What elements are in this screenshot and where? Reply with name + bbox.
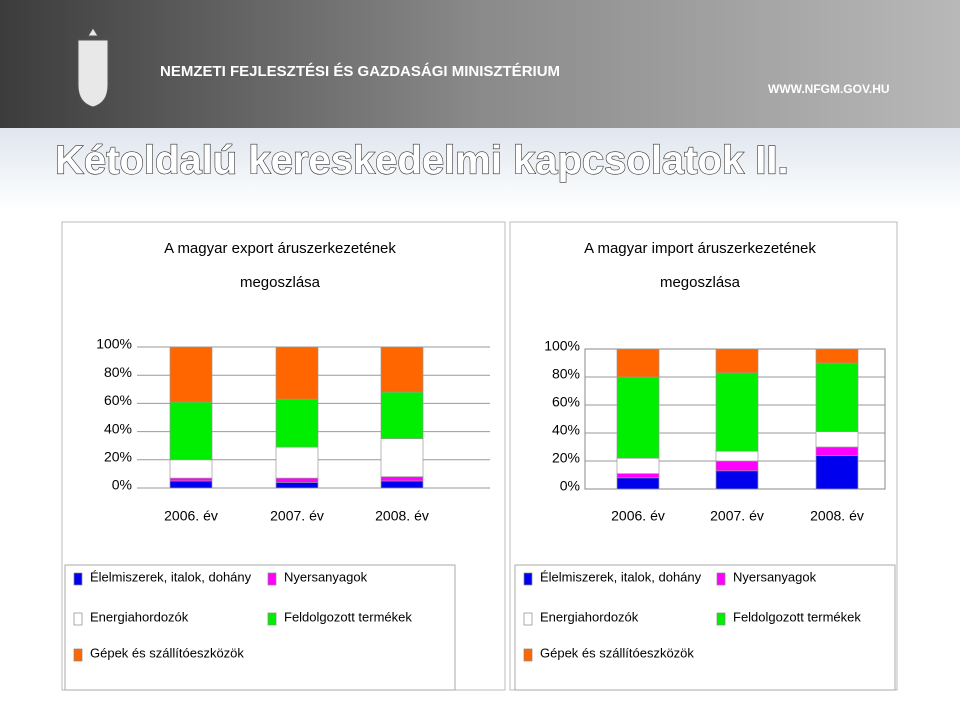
legend-marker [73, 648, 83, 662]
bar-segment [616, 473, 660, 479]
legend-label: Nyersanyagok [284, 569, 368, 584]
bar-segment [715, 460, 759, 472]
y-tick-label: 100% [96, 336, 132, 352]
y-tick-label: 20% [104, 449, 132, 465]
legend-label: Gépek és szállítóeszközök [90, 645, 244, 660]
header-band [0, 0, 960, 128]
chart-title: A magyar export áruszerkezetének megoszl… [164, 240, 396, 291]
legend-marker [716, 572, 726, 586]
legend-marker [267, 572, 277, 586]
y-tick-label: 0% [112, 477, 132, 493]
bar-segment [715, 450, 759, 462]
ministry-name: NEMZETI FEJLESZTÉSI ÉS GAZDASÁGI MINISZT… [160, 63, 560, 80]
legend-marker [523, 612, 533, 626]
legend-marker [73, 572, 83, 586]
bar-segment [815, 446, 859, 456]
x-tick-label: 2007. év [270, 508, 324, 524]
site-url: WWW.NFGM.GOV.HU [768, 82, 890, 96]
y-tick-label: 40% [552, 422, 580, 438]
y-tick-label: 40% [104, 420, 132, 436]
x-tick-label: 2008. év [375, 508, 429, 524]
bar-segment [815, 348, 859, 364]
bar-segment [616, 457, 660, 474]
legend-label: Energiahordozók [90, 609, 189, 624]
legend-marker [73, 612, 83, 626]
bar-segment [275, 446, 319, 479]
bar-segment [275, 398, 319, 448]
bar-segment [616, 376, 660, 459]
bar-segment [169, 477, 213, 482]
legend-marker [716, 612, 726, 626]
y-tick-label: 60% [552, 394, 580, 410]
legend-label: Energiahordozók [540, 609, 639, 624]
y-tick-label: 60% [104, 392, 132, 408]
x-tick-label: 2006. év [164, 508, 218, 524]
legend-label: Gépek és szállítóeszközök [540, 645, 694, 660]
legend-label: Nyersanyagok [733, 569, 817, 584]
y-tick-label: 0% [560, 478, 580, 494]
bar-segment [715, 372, 759, 452]
legend-box [64, 564, 456, 691]
legend-label: Feldolgozott termékek [284, 609, 412, 624]
bar-segment [815, 431, 859, 448]
x-tick-label: 2008. év [810, 508, 864, 524]
bar-segment [380, 438, 424, 478]
bar-segment [275, 482, 319, 489]
bar-segment [380, 480, 424, 489]
bar-segment [380, 391, 424, 439]
chart-title: A magyar import áruszerkezetének megoszl… [584, 240, 816, 291]
bar-segment [169, 346, 213, 403]
legend-marker [523, 572, 533, 586]
x-tick-label: 2007. év [710, 508, 764, 524]
legend-marker [267, 612, 277, 626]
bar-segment [815, 455, 859, 490]
bar-segment [616, 477, 660, 490]
bar-segment [275, 346, 319, 400]
bar-segment [815, 362, 859, 432]
legend-label: Élelmiszerek, italok, dohány [90, 569, 252, 584]
bar-segment [616, 348, 660, 378]
logo [77, 27, 109, 108]
legend-box [514, 564, 896, 691]
bar-segment [169, 401, 213, 461]
bar-segment [169, 480, 213, 489]
y-tick-label: 80% [552, 366, 580, 382]
legend-label: Feldolgozott termékek [733, 609, 861, 624]
x-tick-label: 2006. év [611, 508, 665, 524]
y-tick-label: 20% [552, 450, 580, 466]
title-band [0, 128, 960, 210]
bar-segment [275, 477, 319, 483]
bar-segment [380, 476, 424, 482]
y-tick-label: 80% [104, 364, 132, 380]
slide-title: Kétoldalú kereskedelmi kapcsolatok II. [55, 139, 789, 183]
legend-marker [523, 648, 533, 662]
bar-segment [380, 346, 424, 393]
bar-segment [169, 459, 213, 479]
y-tick-label: 100% [544, 338, 580, 354]
bar-segment [715, 470, 759, 490]
bar-segment [715, 348, 759, 374]
legend-label: Élelmiszerek, italok, dohány [540, 569, 702, 584]
